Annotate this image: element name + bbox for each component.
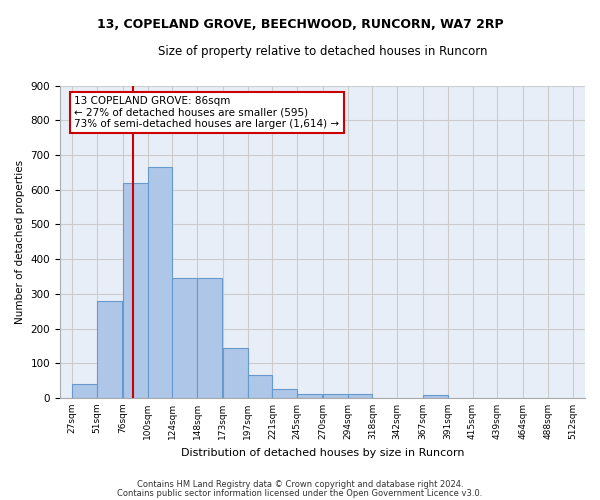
Text: Contains HM Land Registry data © Crown copyright and database right 2024.: Contains HM Land Registry data © Crown c… [137,480,463,489]
Bar [248,376,272,398]
Bar [423,395,448,398]
Bar [223,348,248,398]
Bar [297,394,322,398]
X-axis label: Distribution of detached houses by size in Runcorn: Distribution of detached houses by size … [181,448,464,458]
Bar [172,278,197,398]
Text: 13, COPELAND GROVE, BEECHWOOD, RUNCORN, WA7 2RP: 13, COPELAND GROVE, BEECHWOOD, RUNCORN, … [97,18,503,30]
Text: 13 COPELAND GROVE: 86sqm
← 27% of detached houses are smaller (595)
73% of semi-: 13 COPELAND GROVE: 86sqm ← 27% of detach… [74,96,340,129]
Y-axis label: Number of detached properties: Number of detached properties [15,160,25,324]
Bar [148,167,172,398]
Bar [323,394,348,398]
Bar [72,384,97,398]
Bar [197,278,222,398]
Title: Size of property relative to detached houses in Runcorn: Size of property relative to detached ho… [158,45,487,58]
Bar [348,394,373,398]
Bar [123,182,148,398]
Text: Contains public sector information licensed under the Open Government Licence v3: Contains public sector information licen… [118,488,482,498]
Bar [97,300,122,398]
Bar [272,390,297,398]
